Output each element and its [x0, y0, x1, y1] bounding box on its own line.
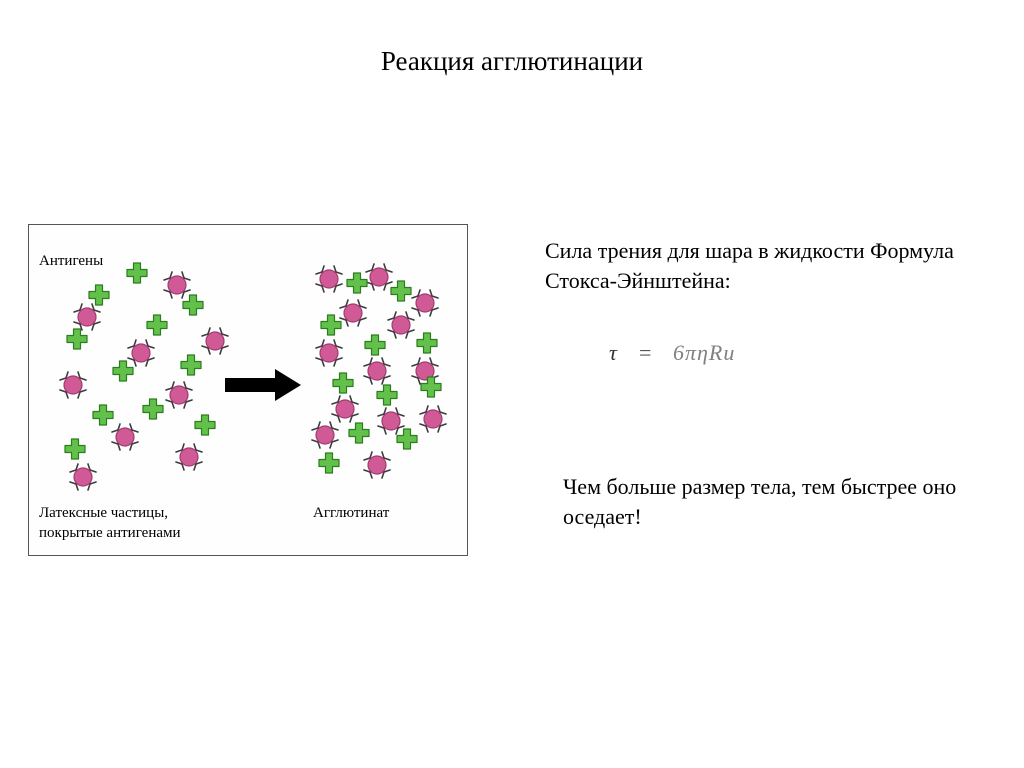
conclusion-text: Чем больше размер тела, тем быстрее оно …: [563, 472, 983, 531]
label-antigens: Антигены: [39, 253, 103, 269]
diagram-svg: Антигены Латексные частицы, покрытые ант…: [29, 225, 467, 555]
svg-text:6πηRu: 6πηRu: [673, 340, 735, 365]
stokes-einstein-formula: τ = 6πηRu: [605, 330, 925, 376]
agglutination-diagram: Антигены Латексные частицы, покрытые ант…: [28, 224, 468, 556]
label-latex-2: покрытые антигенами: [39, 525, 181, 541]
svg-text:=: =: [639, 340, 651, 365]
label-agglutinate: Агглютинат: [313, 505, 390, 521]
friction-text: Сила трения для шара в жидкости Формула …: [545, 236, 975, 295]
svg-text:τ: τ: [609, 340, 618, 365]
agglutinate-particles: [312, 264, 446, 478]
reaction-arrow: [225, 369, 301, 401]
label-latex-1: Латексные частицы,: [39, 505, 168, 521]
slide-title: Реакция агглютинации: [0, 46, 1024, 77]
